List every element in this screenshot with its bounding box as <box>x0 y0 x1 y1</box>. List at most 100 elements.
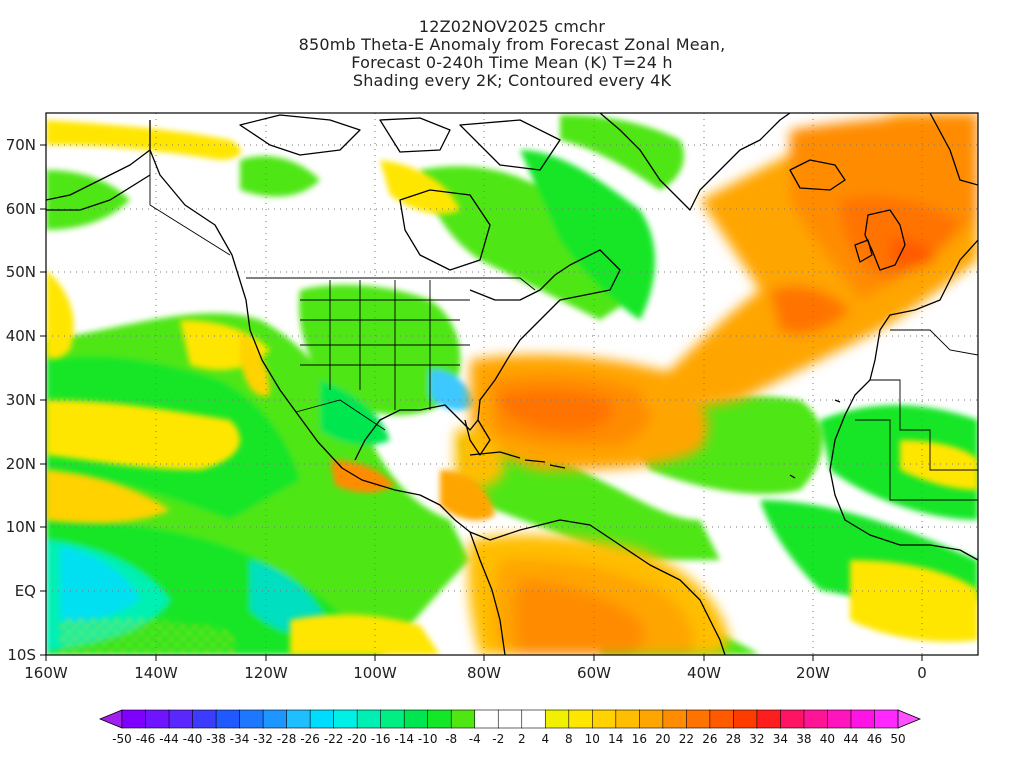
lon-label: 80W <box>467 664 501 682</box>
colorbar-swatch <box>215 709 241 729</box>
colorbar-swatch <box>168 709 194 729</box>
map-title: 12Z02NOV2025 cmchr 850mb Theta-E Anomaly… <box>0 18 1024 90</box>
colorbar-label: -34 <box>230 732 250 746</box>
colorbar-label: 50 <box>890 732 905 746</box>
colorbar-label: -14 <box>394 732 414 746</box>
colorbar-swatch <box>427 709 452 729</box>
colorbar-label: -20 <box>347 732 367 746</box>
title-line-1: 12Z02NOV2025 cmchr <box>418 17 606 36</box>
colorbar-swatch <box>686 709 711 729</box>
colorbar-swatch <box>380 709 405 729</box>
lat-label: 20N <box>6 455 36 473</box>
lat-label: 30N <box>6 391 36 409</box>
colorbar-under-arrow <box>98 709 123 729</box>
colorbar-label: -40 <box>183 732 203 746</box>
colorbar-swatch <box>639 709 664 729</box>
colorbar-swatch <box>403 709 429 729</box>
colorbar-swatch <box>521 709 546 729</box>
colorbar-swatch <box>803 709 829 729</box>
colorbar-label: 28 <box>726 732 741 746</box>
lon-label: 20W <box>796 664 830 682</box>
coastlines <box>46 113 978 655</box>
colorbar-over-arrow <box>897 709 922 729</box>
colorbar-label: -28 <box>277 732 297 746</box>
lon-label: 40W <box>687 664 721 682</box>
lat-label: 50N <box>6 263 36 281</box>
title-line-4: Shading every 2K; Contoured every 4K <box>352 71 672 90</box>
colorbar-label: 16 <box>632 732 647 746</box>
colorbar-swatch <box>286 709 311 729</box>
lat-label: 10S <box>7 646 36 664</box>
colorbar-swatch <box>450 709 476 729</box>
colorbar-swatch <box>780 709 805 729</box>
lat-label: 40N <box>6 327 36 345</box>
latitude-labels: 70N 60N 50N 40N 30N 20N 10N EQ 10S <box>6 136 36 664</box>
colorbar-swatch <box>827 709 852 729</box>
colorbar-swatch <box>145 709 170 729</box>
colorbar-swatch <box>850 709 876 729</box>
lat-label: 70N <box>6 136 36 154</box>
colorbar-swatch <box>662 709 688 729</box>
colorbar-label: 22 <box>679 732 694 746</box>
colorbar-label: 40 <box>820 732 835 746</box>
colorbar-swatch <box>121 709 147 729</box>
colorbar-swatch <box>239 709 264 729</box>
colorbar-swatch <box>568 709 594 729</box>
colorbar-swatch <box>309 709 335 729</box>
title-line-2: 850mb Theta-E Anomaly from Forecast Zona… <box>298 35 726 54</box>
colorbar-swatch <box>874 709 899 729</box>
colorbar-label: 20 <box>655 732 670 746</box>
colorbar-swatch <box>709 709 735 729</box>
colorbar-swatch <box>756 709 782 729</box>
colorbar-swatch <box>497 709 523 729</box>
colorbar-swatch <box>262 709 288 729</box>
colorbar-label: 8 <box>565 732 573 746</box>
colorbar-label: -26 <box>300 732 320 746</box>
lon-label: 0 <box>917 664 927 682</box>
lon-label: 100W <box>353 664 397 682</box>
colorbar-label: -16 <box>371 732 391 746</box>
colorbar-label: -38 <box>206 732 226 746</box>
colorbar-label: 10 <box>585 732 600 746</box>
colorbar: -50 -46 -44 -40 -38 -34 -32 -28 -26 -22 -20 -16 -14-… <box>98 709 922 746</box>
colorbar-label: -22 <box>324 732 344 746</box>
lat-label: 10N <box>6 518 36 536</box>
anomaly-field <box>46 113 978 655</box>
colorbar-label: 46 <box>867 732 882 746</box>
colorbar-label: -50 <box>112 732 132 746</box>
colorbar-label: 44 <box>843 732 858 746</box>
title-line-3: Forecast 0-240h Time Mean (K) T=24 h <box>351 53 673 72</box>
colorbar-swatch <box>356 709 382 729</box>
colorbar-swatch <box>333 709 358 729</box>
colorbar-swatch <box>615 709 641 729</box>
colorbar-swatch <box>544 709 570 729</box>
colorbar-label: -10 <box>418 732 438 746</box>
lon-label: 120W <box>244 664 288 682</box>
colorbar-label: 26 <box>702 732 717 746</box>
colorbar-label: -32 <box>253 732 273 746</box>
plot-frame <box>45 112 979 656</box>
political-borders <box>149 150 978 501</box>
colorbar-label: 34 <box>773 732 788 746</box>
colorbar-label: -44 <box>159 732 179 746</box>
colorbar-label: 38 <box>796 732 811 746</box>
axis-ticks <box>40 144 923 661</box>
graticule <box>46 113 978 655</box>
colorbar-label: -46 <box>136 732 156 746</box>
colorbar-swatch <box>591 709 617 729</box>
colorbar-label: -4 <box>469 732 481 746</box>
colorbar-label: 2 <box>518 732 526 746</box>
colorbar-swatch <box>474 709 499 729</box>
lon-label: 160W <box>24 664 68 682</box>
colorbar-swatch <box>192 709 217 729</box>
lat-label: EQ <box>15 582 36 600</box>
lon-label: 140W <box>134 664 178 682</box>
longitude-labels: 160W 140W 120W 100W 80W 60W 40W 20W 0 <box>24 664 927 682</box>
colorbar-label: -2 <box>492 732 504 746</box>
colorbar-label: 14 <box>608 732 623 746</box>
colorbar-label: 32 <box>749 732 764 746</box>
colorbar-label: 4 <box>541 732 549 746</box>
lat-label: 60N <box>6 200 36 218</box>
colorbar-swatch <box>733 709 758 729</box>
